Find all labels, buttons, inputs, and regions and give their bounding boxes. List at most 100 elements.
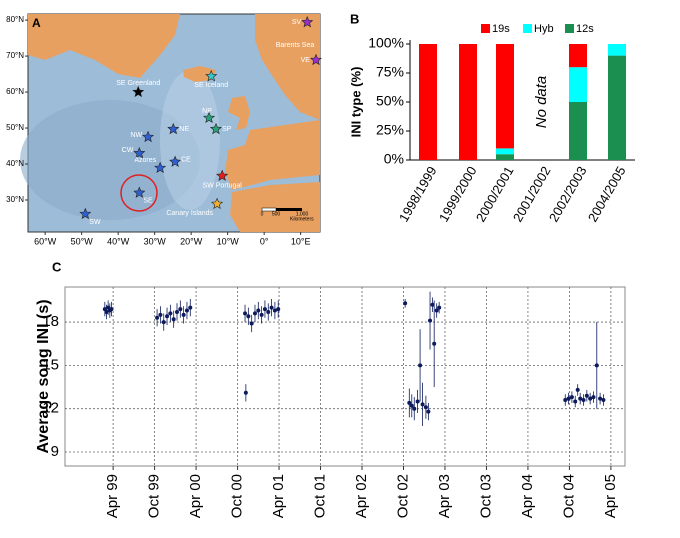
data-point xyxy=(252,311,257,316)
data-point xyxy=(269,305,274,310)
station-marker xyxy=(154,161,167,174)
data-point xyxy=(171,317,176,322)
bar-segment xyxy=(608,55,626,160)
legend-swatch xyxy=(481,24,490,33)
station-marker xyxy=(167,122,180,135)
y-tick-label: 15 xyxy=(42,356,59,373)
map-background xyxy=(20,13,321,233)
station-label: NW xyxy=(130,132,142,139)
x-tick-label: Oct 02 xyxy=(394,474,411,518)
data-point xyxy=(243,311,248,316)
y-tick-label: 60°N xyxy=(6,87,24,96)
x-tick-label: Apr 03 xyxy=(436,474,453,518)
data-point xyxy=(578,396,583,401)
data-point xyxy=(588,396,593,401)
data-point xyxy=(243,390,248,395)
station-marker xyxy=(209,122,222,135)
x-tick-label: Oct 00 xyxy=(229,474,246,518)
bar-segment xyxy=(419,44,437,160)
legend-label: 12s xyxy=(576,23,594,35)
x-tick-label: Oct 03 xyxy=(477,474,494,518)
bar-segment xyxy=(496,148,514,155)
station-label: SP xyxy=(222,126,232,133)
y-tick-label: 0% xyxy=(384,151,404,167)
x-tick-label: 10°W xyxy=(217,236,240,246)
y-tick-label: 100% xyxy=(368,35,404,51)
station-label: NP xyxy=(202,108,212,115)
station-marker xyxy=(133,146,146,159)
panel-label: B xyxy=(350,11,359,26)
data-point xyxy=(155,315,160,320)
x-tick-label: Apr 05 xyxy=(602,474,619,518)
y-tick-label: 18 xyxy=(42,313,59,330)
scale-label: Kilometers xyxy=(290,216,314,222)
x-tick-label: Oct 04 xyxy=(560,474,577,518)
station-label: NE xyxy=(179,126,189,133)
data-point xyxy=(184,308,189,313)
scale-label: 1,000 xyxy=(296,211,309,217)
data-point xyxy=(423,405,428,410)
data-point xyxy=(434,308,439,313)
y-tick-label: 80°N xyxy=(6,15,24,24)
bar-segment xyxy=(569,102,587,160)
legend-label: Hyb xyxy=(534,23,554,35)
station-label: CW xyxy=(122,147,134,154)
data-point xyxy=(181,312,186,317)
data-point xyxy=(598,396,603,401)
x-tick-label: Apr 04 xyxy=(519,474,536,518)
x-tick-label: Apr 01 xyxy=(270,474,287,518)
station-label: CE xyxy=(181,157,191,164)
data-point xyxy=(566,396,571,401)
legend-swatch xyxy=(523,24,532,33)
station-label: SE Iceland xyxy=(194,82,228,89)
y-tick-label: 50°N xyxy=(6,123,24,132)
data-point xyxy=(256,308,261,313)
data-point xyxy=(272,308,277,313)
legend-label: 19s xyxy=(492,23,510,35)
data-point xyxy=(437,305,442,310)
station-marker xyxy=(142,130,155,143)
station-marker xyxy=(133,186,146,198)
station-marker xyxy=(205,69,218,82)
x-tick-label: Apr 99 xyxy=(104,474,121,518)
data-point xyxy=(266,309,271,314)
y-tick-label: 25% xyxy=(376,122,404,138)
station-marker xyxy=(132,85,145,98)
data-point xyxy=(188,305,193,310)
panel-label: A xyxy=(32,16,41,30)
y-axis-title: INI type (%) xyxy=(348,67,363,138)
legend-swatch xyxy=(565,24,574,33)
station-label: Azores xyxy=(134,157,156,164)
y-tick-label: 40°N xyxy=(6,159,24,168)
station-label: SW Portugal xyxy=(203,183,243,190)
data-point xyxy=(573,399,578,404)
y-tick-label: 70°N xyxy=(6,51,24,60)
panel-label: C xyxy=(52,259,62,274)
y-axis-title: Average song INI (s) xyxy=(35,299,52,453)
station-marker xyxy=(310,53,322,66)
bar-segment xyxy=(569,44,587,68)
data-point xyxy=(415,399,420,404)
data-point xyxy=(426,409,431,414)
data-point xyxy=(168,311,173,316)
data-point xyxy=(428,318,433,323)
station-label: SE Greenland xyxy=(116,80,160,87)
data-point xyxy=(262,307,267,312)
station-marker xyxy=(211,197,224,210)
plot-frame xyxy=(64,286,626,467)
x-tick-label: 0° xyxy=(260,236,269,246)
station-marker xyxy=(79,207,92,220)
bar-segment xyxy=(569,67,587,102)
x-tick-label: 1998/1999 xyxy=(396,164,440,225)
x-tick-label: 10°E xyxy=(291,236,311,246)
scale-label: 0 xyxy=(261,211,264,217)
station-label: SW xyxy=(89,219,101,226)
station-label: Canary Islands xyxy=(166,210,213,217)
station-marker xyxy=(169,155,182,167)
data-point xyxy=(249,321,254,326)
data-point xyxy=(584,393,589,398)
x-tick-label: Oct 99 xyxy=(146,474,163,518)
y-tick-label: 9 xyxy=(51,443,59,460)
y-tick-label: 75% xyxy=(376,64,404,80)
